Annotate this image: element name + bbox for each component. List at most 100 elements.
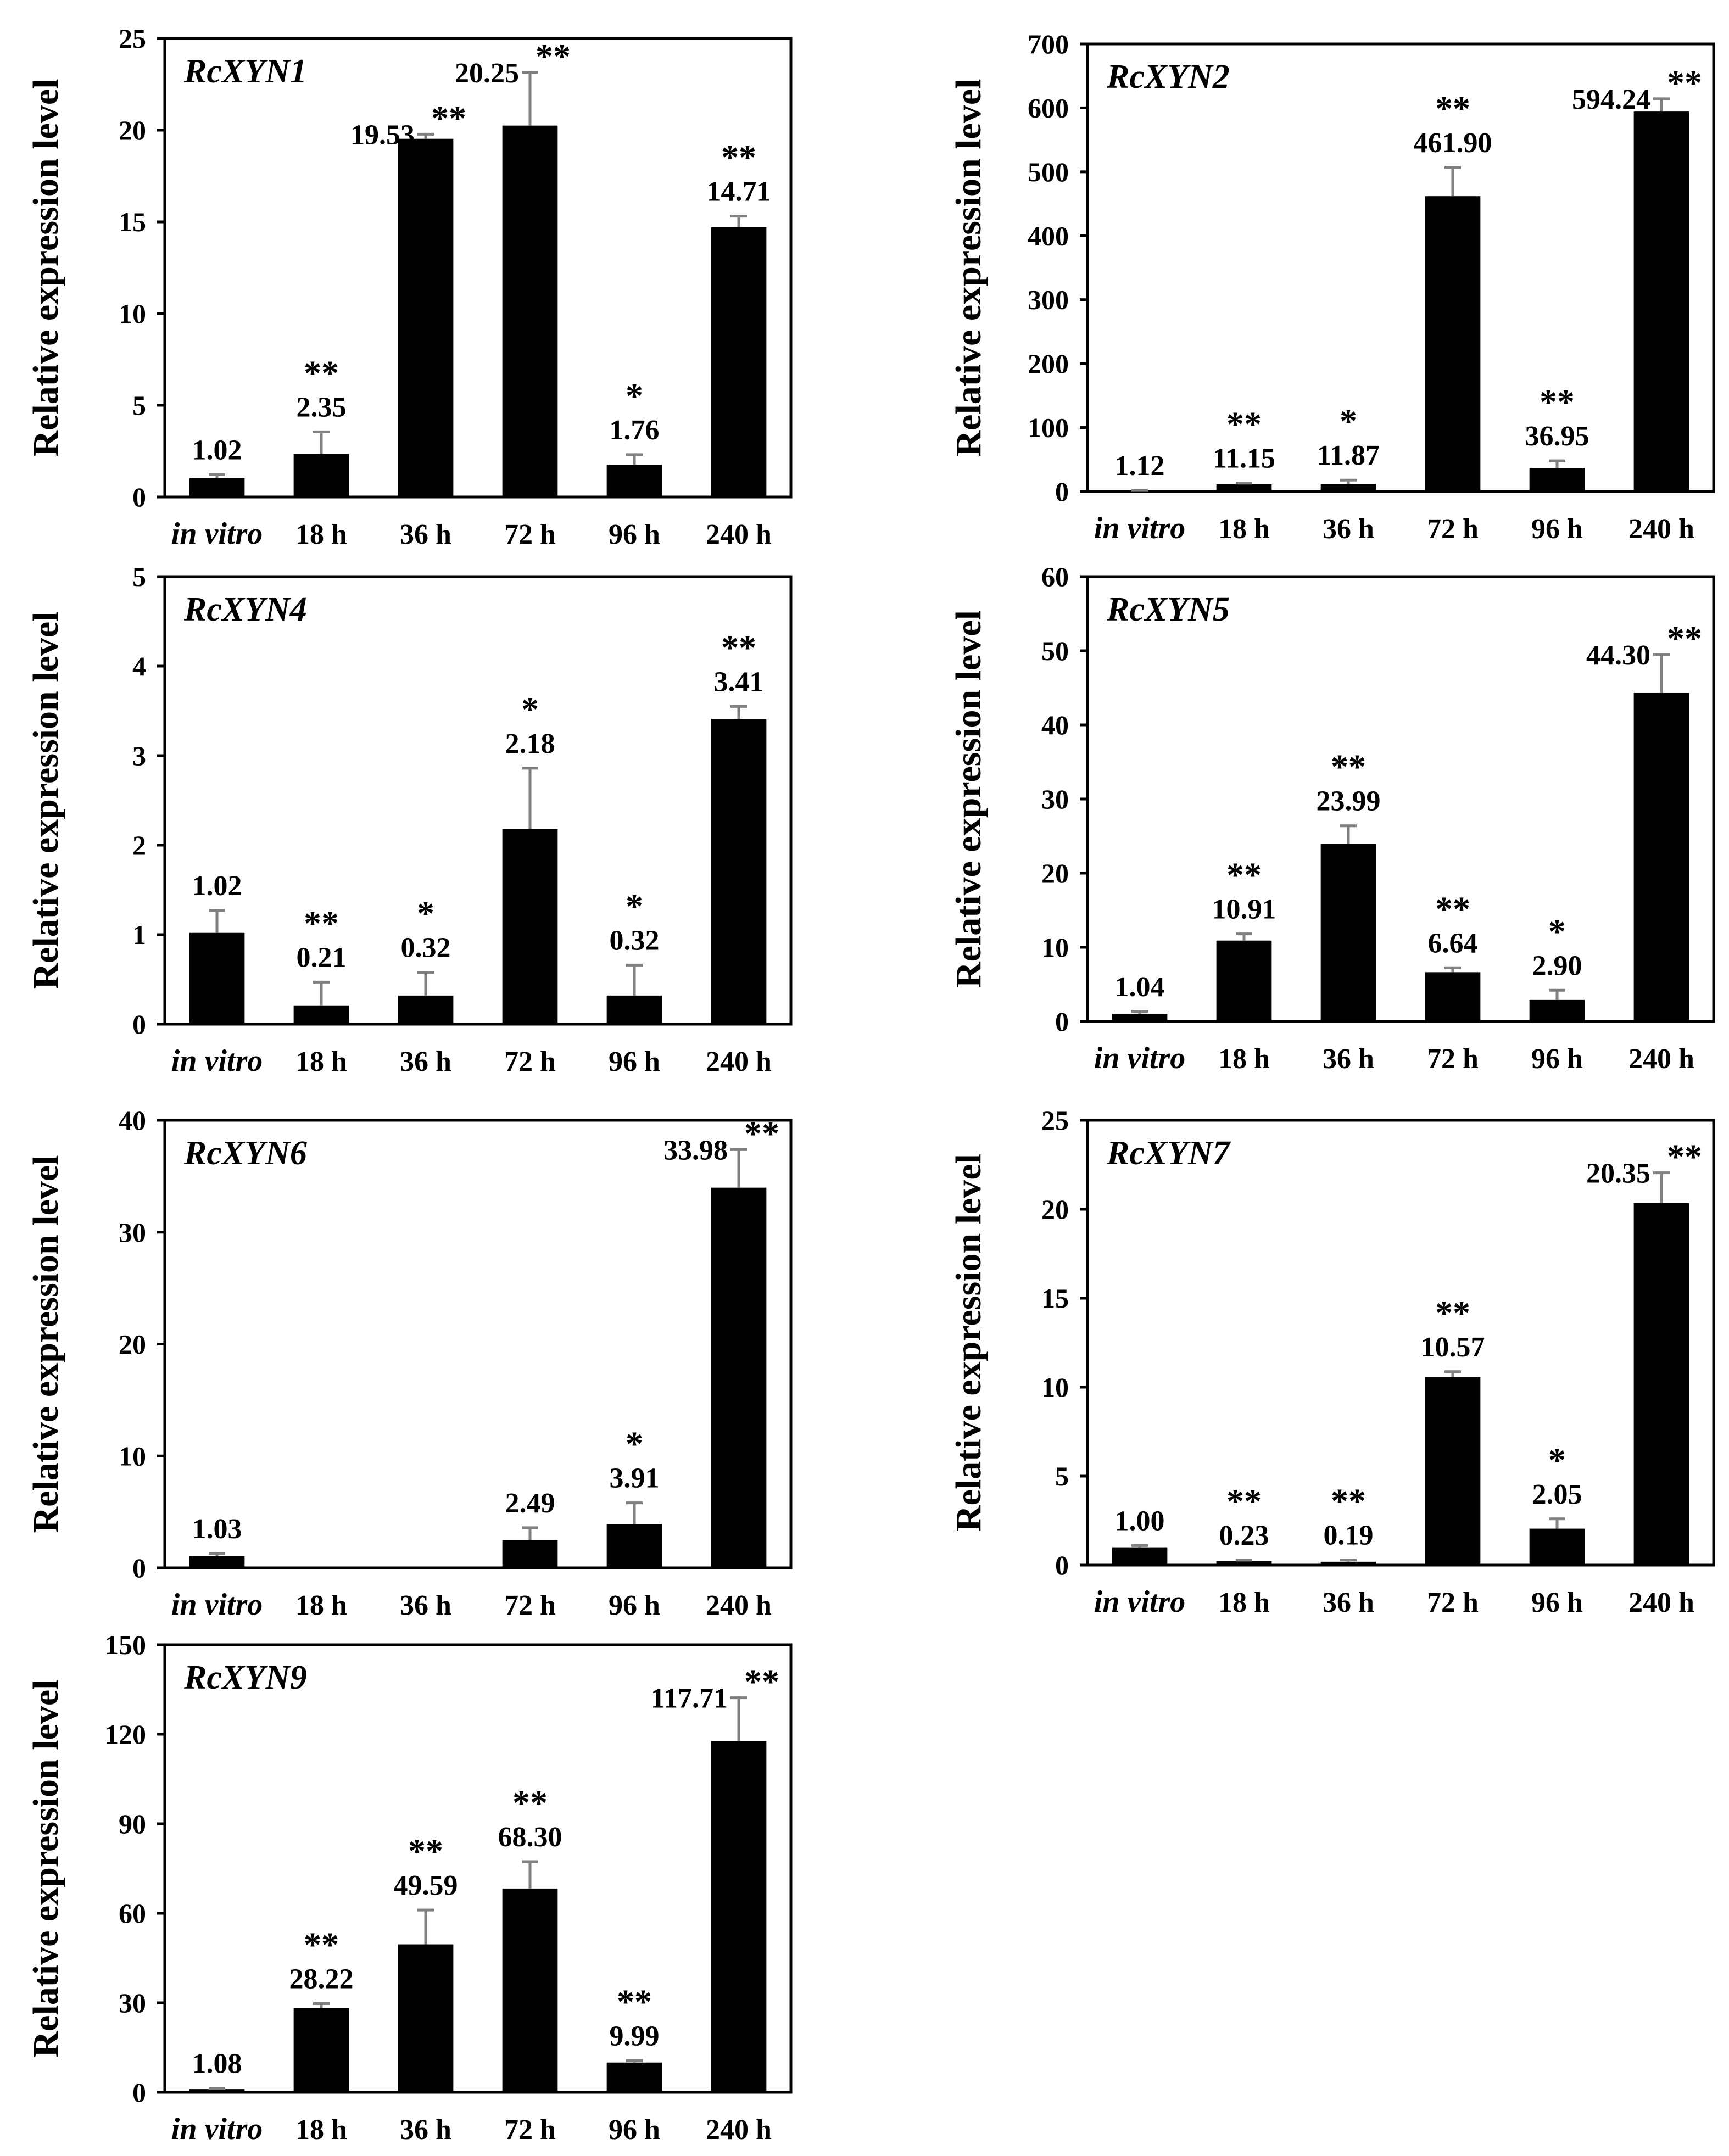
y-tick-label: 0	[1055, 476, 1069, 507]
chart-title: RcXYN9	[183, 1659, 307, 1696]
y-tick-label: 300	[1028, 284, 1069, 315]
y-tick-label: 30	[119, 1217, 146, 1248]
x-tick-label: 18 h	[295, 1046, 347, 1077]
bar	[1529, 1528, 1585, 1565]
y-tick-label: 10	[119, 1440, 146, 1471]
y-tick-label: 700	[1028, 29, 1069, 59]
bar	[502, 125, 558, 497]
significance-marker: **	[1667, 1137, 1702, 1176]
y-axis-label: Relative expression level	[949, 1154, 989, 1532]
x-tick-label: 72 h	[1427, 1587, 1479, 1618]
y-tick-label: 40	[1041, 710, 1069, 740]
data-label: 2.18	[505, 728, 555, 759]
bar	[1425, 972, 1481, 1021]
x-tick-label: 72 h	[1427, 513, 1479, 545]
y-axis-label: Relative expression level	[26, 79, 66, 457]
x-tick-label: 36 h	[400, 2114, 451, 2146]
data-label: 44.30	[1586, 640, 1650, 671]
y-tick-label: 0	[132, 1009, 146, 1040]
significance-marker: *	[521, 690, 539, 729]
data-label: 20.35	[1586, 1158, 1650, 1189]
bar	[1112, 1013, 1168, 1021]
chart-panel-rcxyn6: 0 10 20 30 40 Relative expression level RcXYN6…	[26, 1105, 793, 1622]
bar	[189, 478, 245, 497]
significance-marker: **	[1226, 856, 1262, 895]
y-tick-label: 3	[132, 740, 146, 771]
x-tick-label: 18 h	[1218, 1587, 1270, 1618]
x-tick-label: 18 h	[295, 519, 347, 550]
bar	[1216, 484, 1272, 491]
x-tick-label: 36 h	[1323, 1587, 1374, 1618]
x-tick-label: in vitro	[171, 517, 263, 551]
x-tick-label: in vitro	[1094, 1041, 1185, 1075]
y-tick-label: 0	[132, 1552, 146, 1583]
plot-frame	[163, 1643, 793, 2094]
data-label: 1.03	[192, 1513, 242, 1545]
data-label: 2.49	[505, 1488, 555, 1519]
y-tick-label: 0	[132, 2077, 146, 2108]
x-tick-label: 96 h	[609, 2114, 660, 2146]
y-tick-label: 5	[1055, 1461, 1069, 1492]
chart-title: RcXYN4	[183, 591, 307, 628]
y-tick-label: 2	[132, 830, 146, 861]
data-label: 594.24	[1572, 84, 1650, 115]
x-tick-label: 96 h	[609, 1046, 660, 1077]
significance-marker: **	[304, 1925, 339, 1964]
chart-panel-rcxyn4: 0 1 2 3 4 5 Relative expression level RcXYN4 1.0…	[26, 561, 793, 1078]
data-label: 14.71	[707, 176, 771, 208]
significance-marker: **	[744, 1114, 779, 1153]
bar	[293, 2008, 349, 2092]
x-tick-label: 240 h	[706, 519, 772, 550]
data-label: 1.02	[192, 870, 242, 902]
bar	[606, 1524, 662, 1568]
y-tick-label: 20	[119, 1329, 146, 1360]
x-tick-label: 72 h	[504, 519, 556, 550]
x-tick-label: 240 h	[706, 1590, 772, 1621]
significance-marker: **	[1667, 619, 1702, 658]
y-tick-label: 0	[132, 482, 146, 512]
significance-marker: **	[721, 138, 756, 177]
y-tick-label: 60	[119, 1898, 146, 1929]
significance-marker: **	[1435, 1293, 1470, 1332]
x-tick-label: 96 h	[1531, 1587, 1583, 1618]
data-label: 10.57	[1421, 1332, 1485, 1363]
chart-title: RcXYN7	[1106, 1135, 1231, 1172]
significance-marker: **	[1435, 889, 1470, 928]
data-label: 11.87	[1317, 440, 1380, 471]
data-label: 0.32	[610, 925, 660, 956]
significance-marker: *	[417, 893, 434, 932]
x-tick-label: 96 h	[609, 519, 660, 550]
data-label: 11.15	[1213, 443, 1275, 474]
chart-title: RcXYN1	[183, 53, 307, 90]
data-label: 1.02	[192, 434, 242, 466]
y-tick-label: 200	[1028, 348, 1069, 379]
bar	[1320, 484, 1376, 491]
data-label: 461.90	[1414, 127, 1492, 159]
plot-frame	[1086, 1119, 1715, 1567]
significance-marker: **	[1226, 1482, 1262, 1521]
x-tick-label: 18 h	[295, 1590, 347, 1621]
x-tick-label: in vitro	[171, 1588, 263, 1622]
y-tick-label: 25	[1041, 1105, 1069, 1136]
y-tick-label: 5	[132, 390, 146, 421]
data-label: 2.05	[1532, 1479, 1582, 1510]
x-tick-label: 240 h	[706, 1046, 772, 1077]
bar	[189, 932, 245, 1024]
y-tick-label: 400	[1028, 220, 1069, 251]
y-tick-label: 15	[119, 206, 146, 237]
significance-marker: *	[1548, 1440, 1566, 1479]
bar	[606, 465, 662, 497]
y-tick-label: 40	[119, 1105, 146, 1136]
x-tick-label: 72 h	[504, 1046, 556, 1077]
significance-marker: **	[431, 98, 466, 137]
chart-panel-rcxyn9: 0 30 60 90 120 150 Relative expression level Rc…	[26, 1629, 793, 2146]
x-tick-label: 36 h	[1323, 1043, 1374, 1075]
bar	[606, 995, 662, 1024]
bar	[502, 1888, 558, 2092]
data-label: 36.95	[1525, 421, 1589, 452]
bar	[1529, 999, 1585, 1021]
y-tick-label: 60	[1041, 561, 1069, 592]
chart-panel-rcxyn1: 0 5 10 15 20 25 Relative expression level RcXYN…	[26, 23, 793, 551]
y-tick-label: 20	[1041, 1194, 1069, 1225]
data-label: 9.99	[610, 2020, 660, 2052]
